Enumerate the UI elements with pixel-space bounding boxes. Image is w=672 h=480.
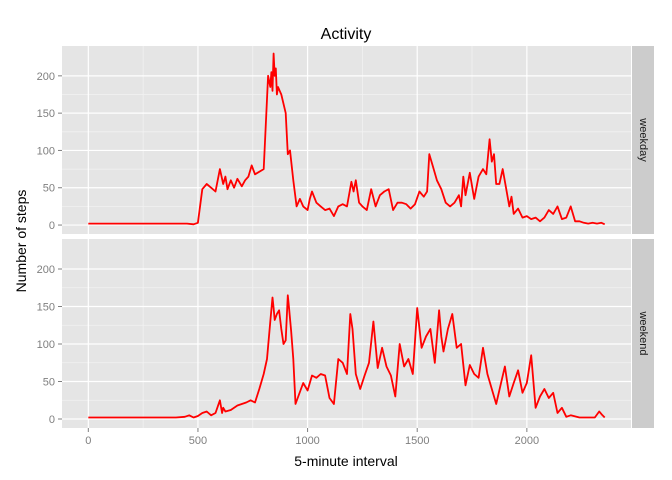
facet-panels: 0 50 100 150 200 weekday 0 50 100 150 200 weekend bbox=[37, 46, 654, 428]
facet-strip-label: weekend bbox=[637, 310, 649, 355]
x-axis-title: 5-minute interval bbox=[294, 453, 398, 469]
y-axis-title: Number of steps bbox=[13, 190, 29, 293]
facet-strip bbox=[632, 46, 654, 234]
y-tick-label: 200 bbox=[37, 264, 55, 276]
y-tick-label: 50 bbox=[43, 183, 55, 195]
x-tick-label: 1000 bbox=[295, 435, 319, 447]
y-tick-label: 150 bbox=[37, 108, 55, 120]
x-tick-label: 2000 bbox=[515, 435, 539, 447]
y-tick-label: 100 bbox=[37, 145, 55, 157]
panel-background bbox=[62, 239, 631, 428]
y-tick-label: 0 bbox=[49, 220, 55, 232]
series-line-weekend bbox=[88, 294, 606, 419]
series-line-weekday bbox=[88, 52, 606, 226]
x-tick-label: 500 bbox=[189, 435, 207, 447]
facet-strip-label: weekday bbox=[637, 117, 649, 162]
y-tick-label: 150 bbox=[37, 302, 55, 314]
y-tick-label: 200 bbox=[37, 71, 55, 83]
y-tick-label: 100 bbox=[37, 339, 55, 351]
x-tick-label: 0 bbox=[85, 435, 91, 447]
x-tick-label: 1500 bbox=[405, 435, 429, 447]
facet-panel-weekday: 0 50 100 150 200 weekday bbox=[37, 46, 654, 234]
panel-background bbox=[62, 46, 631, 234]
y-tick-label: 50 bbox=[43, 377, 55, 389]
facet-panel-weekend: 0 50 100 150 200 weekend bbox=[37, 239, 654, 428]
x-axis: 0 500 1000 1500 2000 bbox=[85, 428, 539, 447]
facet-strip bbox=[632, 239, 654, 428]
y-tick-label: 0 bbox=[49, 414, 55, 426]
chart-title: Activity bbox=[321, 26, 372, 43]
